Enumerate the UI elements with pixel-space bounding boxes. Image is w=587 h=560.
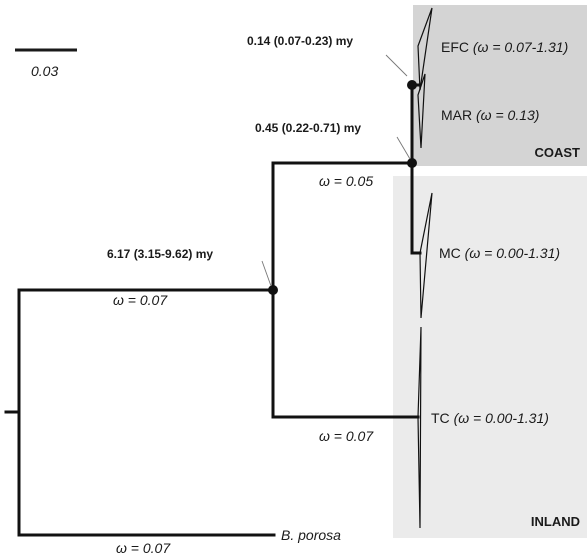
omega-inland-stem: ω = 0.05 (319, 173, 373, 189)
inland-region-label: INLAND (531, 514, 580, 529)
omega-tc-stem: ω = 0.07 (319, 428, 374, 444)
taxon-efc: EFC (ω = 0.07-1.31) (441, 39, 568, 55)
taxon-mar-name: MAR (441, 107, 472, 123)
inland-region (393, 176, 587, 538)
taxon-mar-omega: (ω = 0.13) (476, 107, 539, 123)
mc-triangle (419, 192, 433, 319)
node-age-root: 6.17 (3.15-9.62) my (107, 247, 213, 261)
taxon-efc-omega: (ω = 0.07-1.31) (473, 39, 568, 55)
tc-triangle (417, 326, 422, 529)
coast-region (413, 5, 587, 166)
taxon-tc: TC (ω = 0.00-1.31) (431, 410, 549, 426)
scale-bar-label: 0.03 (31, 63, 58, 79)
node-dot-root (268, 285, 278, 295)
node-age-014: 0.14 (0.07-0.23) my (247, 34, 353, 48)
omega-ingroup-stem: ω = 0.07 (113, 292, 168, 308)
taxon-tc-name: TC (431, 410, 450, 426)
omega-outgroup: ω = 0.07 (116, 540, 171, 556)
coast-region-label: COAST (535, 145, 581, 160)
tree-branches (4, 83, 422, 537)
taxon-tc-omega: (ω = 0.00-1.31) (454, 410, 549, 426)
taxon-mc-omega: (ω = 0.00-1.31) (465, 245, 560, 261)
clade-triangles (417, 7, 433, 529)
taxon-mar: MAR (ω = 0.13) (441, 107, 539, 123)
taxon-efc-name: EFC (441, 39, 469, 55)
node-age-045: 0.45 (0.22-0.71) my (255, 121, 361, 135)
taxon-outgroup: B. porosa (281, 527, 341, 543)
efc-triangle (417, 7, 433, 91)
pointer-arrows (261, 54, 411, 287)
taxon-mc: MC (ω = 0.00-1.31) (439, 245, 560, 261)
taxon-mc-name: MC (439, 245, 461, 261)
node-dot-045 (407, 158, 417, 168)
mar-triangle (417, 73, 426, 149)
node-dot-014 (407, 80, 417, 90)
